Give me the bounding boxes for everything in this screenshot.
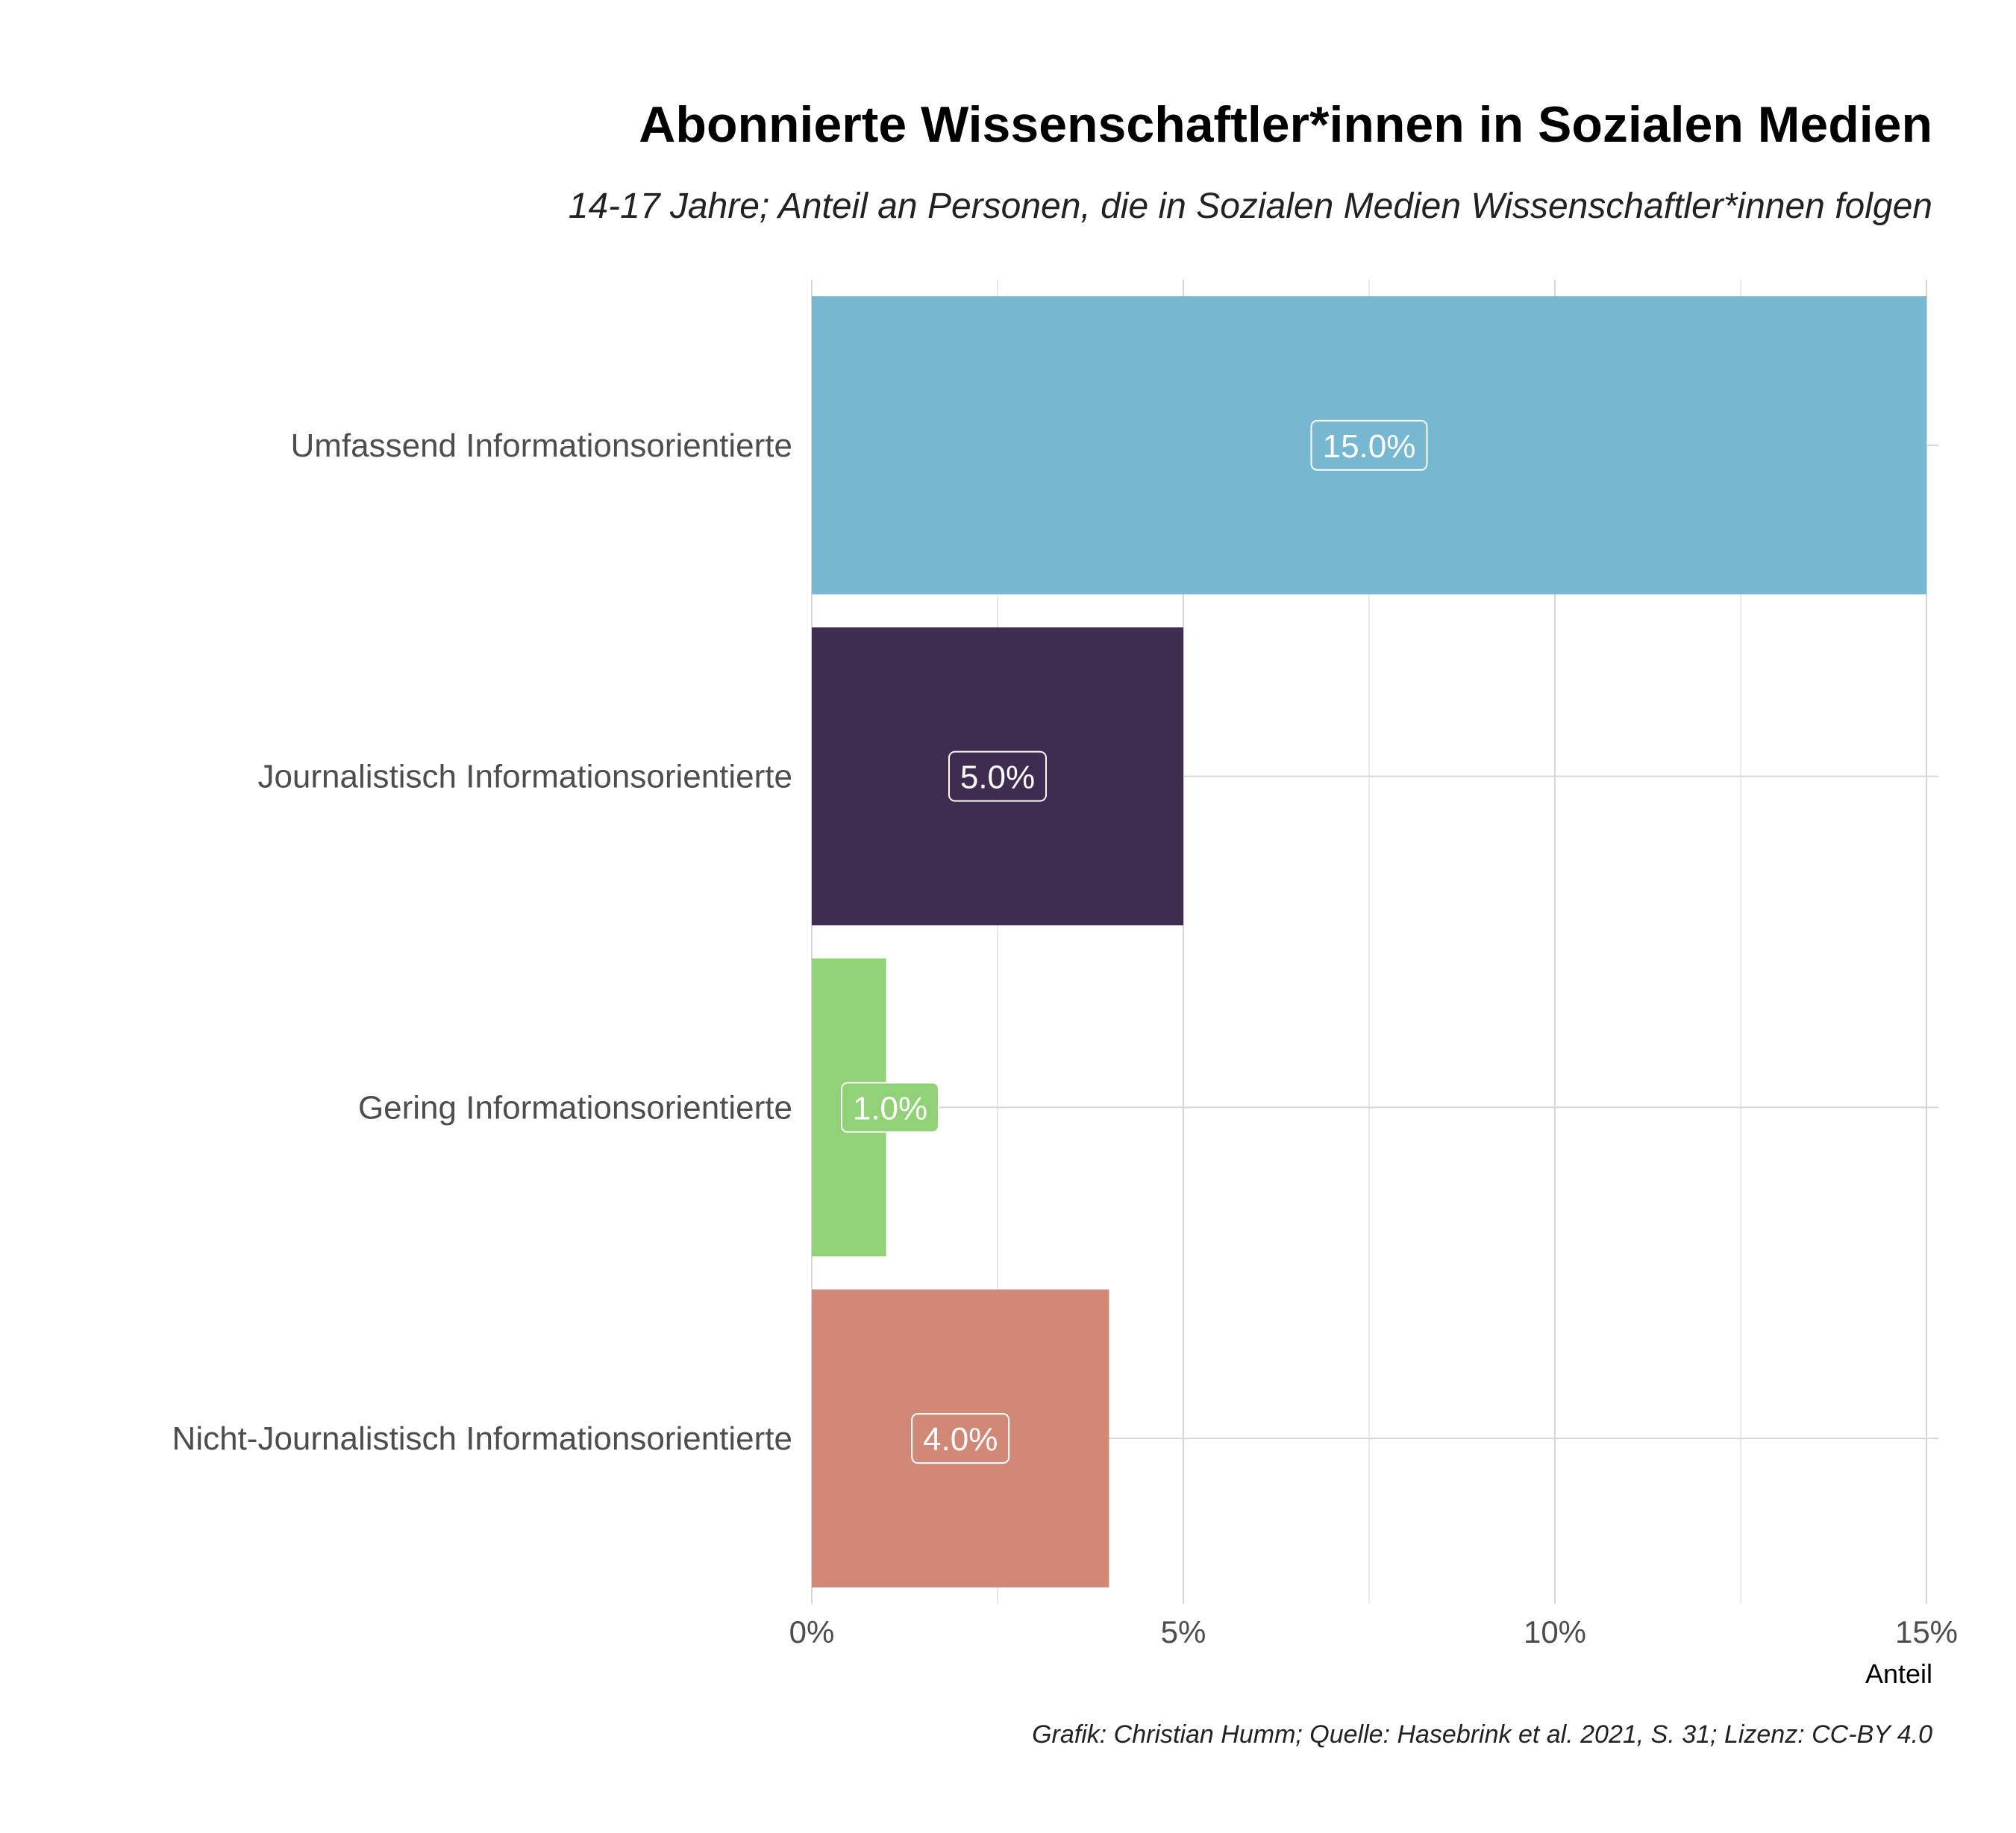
x-tick-label: 10% — [1524, 1614, 1586, 1649]
chart-title: Abonnierte Wissenschaftler*innen in Sozi… — [639, 96, 1932, 153]
category-labels: Umfassend Informationsorientierte Journal… — [172, 427, 792, 1457]
data-label: 1.0% — [853, 1090, 927, 1127]
x-tick-label: 5% — [1161, 1614, 1206, 1649]
category-label: Nicht-Journalistisch Informationsorienti… — [172, 1420, 792, 1457]
data-label-box — [948, 751, 1047, 802]
data-label-box — [911, 1413, 1010, 1464]
category-label: Umfassend Informationsorientierte — [290, 427, 792, 464]
chart-subtitle: 14-17 Jahre; Anteil an Personen, die in … — [569, 187, 1932, 226]
data-label: 15.0% — [1323, 428, 1416, 465]
data-labels: 15.0% 5.0% 1.0% 4.0% — [841, 419, 1428, 1464]
x-tick-label: 0% — [789, 1614, 835, 1649]
data-label-box — [841, 1082, 939, 1133]
x-tick-label: 15% — [1895, 1614, 1958, 1649]
x-axis-title: Anteil — [1865, 1658, 1932, 1689]
category-label: Gering Informationsorientierte — [358, 1089, 792, 1126]
data-label: 5.0% — [960, 759, 1035, 796]
data-label-box — [1310, 419, 1428, 471]
category-label: Journalistisch Informationsorientierte — [257, 759, 792, 795]
data-label: 4.0% — [923, 1421, 998, 1458]
x-tick-labels: 0% 5% 10% 15% — [789, 1614, 1958, 1649]
chart-caption: Grafik: Christian Humm; Quelle: Hasebrin… — [1032, 1720, 1932, 1749]
